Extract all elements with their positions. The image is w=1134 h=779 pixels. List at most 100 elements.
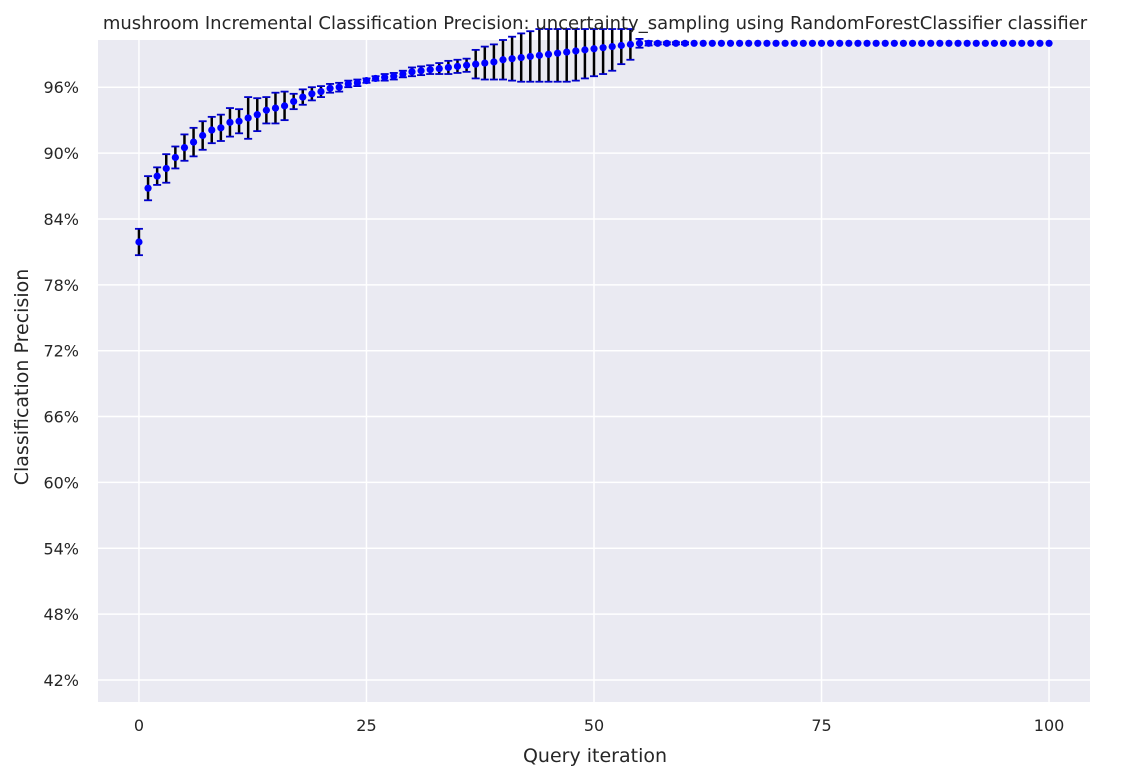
data-point: [872, 39, 880, 47]
data-point: [280, 102, 289, 110]
data-point: [754, 39, 762, 47]
data-point: [781, 39, 789, 47]
data-point: [235, 117, 243, 125]
data-point: [308, 90, 316, 98]
data-point: [881, 39, 889, 47]
data-point: [244, 114, 252, 122]
data-point: [1009, 39, 1017, 47]
x-tick-label: 75: [811, 716, 831, 735]
data-point: [481, 59, 489, 67]
data-point: [535, 51, 543, 59]
data-point: [417, 67, 425, 75]
data-point: [344, 80, 352, 88]
data-point: [708, 39, 716, 47]
x-tick-label: 50: [584, 716, 604, 735]
data-point: [581, 46, 589, 54]
data-point: [890, 39, 898, 47]
data-point: [299, 93, 307, 101]
x-axis-ticks: 0 25 50 75 100: [134, 716, 1064, 735]
data-point: [326, 84, 334, 92]
data-point: [854, 39, 862, 47]
data-point: [827, 39, 835, 47]
data-point: [927, 39, 935, 47]
y-tick-label: 66%: [43, 408, 79, 427]
data-point: [435, 64, 443, 73]
data-point: [371, 74, 380, 83]
data-point: [162, 164, 170, 173]
data-point: [918, 39, 926, 47]
data-point: [217, 124, 225, 132]
data-point: [526, 52, 534, 61]
data-point: [954, 39, 962, 47]
data-point: [1045, 39, 1053, 47]
data-point: [444, 63, 452, 72]
data-point: [317, 87, 325, 96]
data-point: [390, 72, 398, 80]
data-point: [608, 42, 616, 51]
data-point: [362, 77, 371, 85]
data-point: [426, 66, 434, 74]
data-point: [681, 39, 689, 47]
data-point: [144, 184, 152, 192]
data-point: [253, 111, 261, 119]
data-point: [572, 47, 580, 55]
data-point: [517, 53, 525, 62]
data-point: [399, 70, 407, 78]
data-point: [626, 40, 635, 48]
data-point: [408, 68, 416, 76]
data-point: [672, 39, 680, 47]
data-point: [645, 39, 653, 47]
data-point: [836, 39, 844, 47]
data-point: [189, 138, 198, 146]
y-axis-ticks: 42% 48% 54% 60% 66% 72% 78% 84% 90% 96%: [43, 78, 79, 690]
data-point: [817, 39, 826, 47]
data-point: [553, 49, 562, 57]
y-tick-label: 90%: [43, 144, 79, 163]
y-tick-label: 72%: [43, 342, 79, 361]
data-point: [208, 126, 216, 134]
y-tick-label: 48%: [43, 605, 79, 624]
data-point: [153, 172, 161, 180]
data-point: [271, 104, 280, 112]
data-point: [981, 39, 989, 47]
data-point: [599, 44, 607, 52]
data-point: [353, 79, 361, 87]
data-point: [617, 41, 625, 50]
data-point: [135, 238, 143, 246]
data-point: [199, 131, 207, 140]
data-point: [717, 39, 726, 47]
data-point: [945, 39, 953, 47]
x-tick-label: 0: [134, 716, 144, 735]
data-point: [335, 83, 343, 91]
data-point: [808, 39, 817, 47]
data-point: [790, 39, 798, 47]
data-point: [508, 55, 516, 63]
data-point: [699, 39, 707, 47]
data-point: [472, 60, 480, 68]
data-point: [772, 39, 780, 47]
error-bar: [599, 28, 608, 75]
data-point: [726, 39, 735, 47]
data-point: [908, 39, 917, 47]
data-point: [745, 39, 753, 47]
y-tick-label: 84%: [43, 210, 79, 229]
data-point: [1018, 39, 1026, 47]
data-point: [1027, 39, 1035, 47]
data-point: [462, 61, 471, 69]
data-point: [590, 45, 598, 53]
x-axis-label: Query iteration: [523, 745, 667, 767]
data-point: [499, 56, 507, 64]
data-point: [654, 39, 662, 47]
data-point: [963, 39, 971, 47]
data-point: [226, 118, 234, 126]
error-bar: [580, 28, 589, 80]
y-tick-label: 96%: [43, 78, 79, 97]
data-point: [999, 39, 1008, 47]
data-point: [453, 62, 462, 70]
error-bar: [571, 28, 580, 82]
data-point: [490, 58, 498, 66]
data-point: [936, 39, 944, 47]
data-point: [845, 39, 853, 47]
data-point: [990, 39, 999, 47]
